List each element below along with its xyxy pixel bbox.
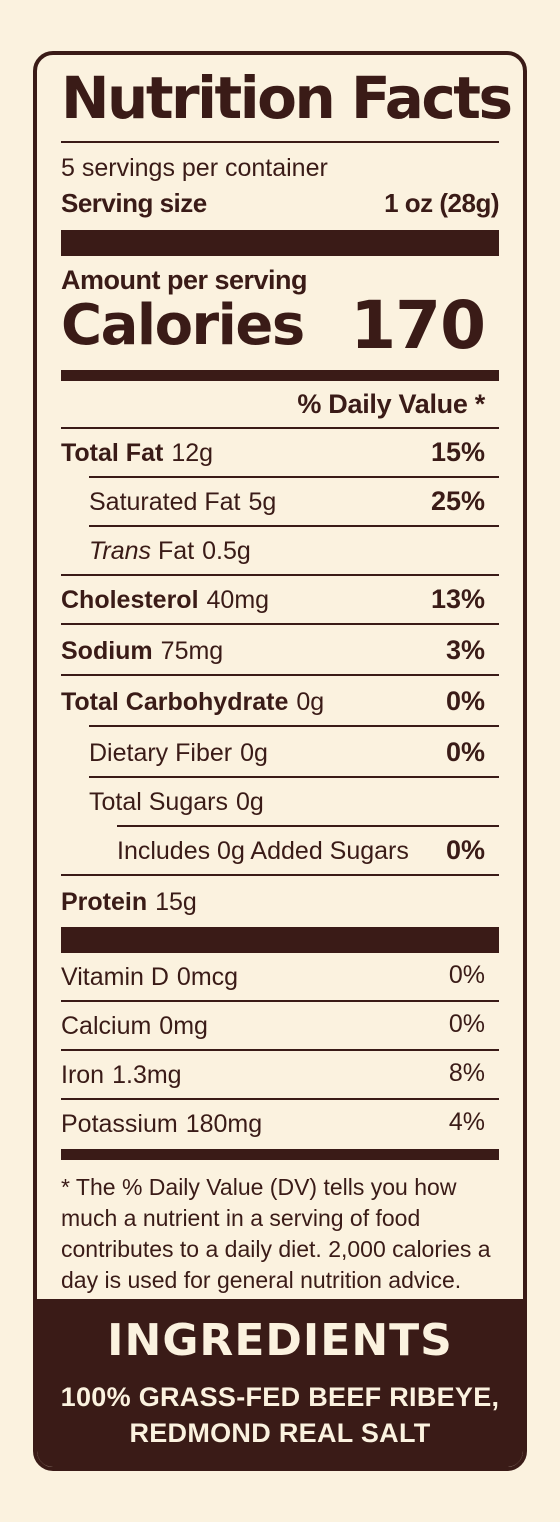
nutrient-row-total-carbohydrate: Total Carbohydrate 0g 0% <box>61 678 499 727</box>
serving-size-value: 1 oz (28g) <box>384 188 499 218</box>
vitamin-name: Calcium <box>61 1012 152 1040</box>
amount-per-serving: Amount per serving <box>61 265 308 295</box>
medium-divider <box>61 1149 499 1160</box>
row-rule <box>61 874 499 876</box>
nutrient-amount: 0g <box>235 788 264 816</box>
nutrient-dv: 3% <box>445 635 485 665</box>
nutrient-row-total-fat: Total Fat 12g 15% <box>61 429 499 478</box>
nutrient-dv: 13% <box>430 584 485 614</box>
calories-label: Calories <box>61 293 305 358</box>
row-rule <box>61 674 499 676</box>
nutrient-name: Dietary Fiber <box>89 739 233 767</box>
nutrient-name: Total Fat <box>61 439 164 467</box>
vitamin-dv: 0% <box>448 1010 485 1038</box>
nutrient-name: Sodium <box>61 637 153 665</box>
nutrient-dv: 25% <box>430 486 485 516</box>
nutrient-amount: 0.5g <box>202 537 251 565</box>
nutrient-name: Protein <box>61 888 148 916</box>
nutrient-name: Cholesterol <box>61 586 199 614</box>
ingredients-panel: INGREDIENTS 100% GRASS-FED BEEF RIBEYE, … <box>37 1299 523 1467</box>
daily-value-header: % Daily Value * <box>297 389 485 419</box>
nutrient-row-total-sugars: Total Sugars 0g <box>61 778 499 827</box>
nutrient-row-protein: Protein 15g <box>61 878 499 927</box>
row-rule <box>89 525 499 527</box>
medium-divider <box>61 370 499 381</box>
nutrient-dv: 0% <box>445 686 485 716</box>
row-rule <box>61 1000 499 1002</box>
nutrient-row-sodium: Sodium 75mg 3% <box>61 627 499 676</box>
nutrient-row-cholesterol: Cholesterol 40mg 13% <box>61 576 499 625</box>
vitamin-amount: 0mcg <box>176 963 239 991</box>
divider <box>61 141 499 143</box>
ingredients-list: 100% GRASS-FED BEEF RIBEYE, REDMOND REAL… <box>37 1379 523 1451</box>
ingredients-line: REDMOND REAL SALT <box>129 1418 431 1448</box>
nutrient-name-italic: Trans <box>89 537 152 565</box>
vitamin-dv: 8% <box>448 1059 485 1087</box>
nutrient-name: Total Carbohydrate <box>61 688 289 716</box>
nutrient-row-saturated-fat: Saturated Fat 5g 25% <box>61 478 499 527</box>
nutrient-amount: 0g <box>296 688 325 716</box>
daily-value-footnote: * The % Daily Value (DV) tells you how m… <box>61 1174 491 1293</box>
nutrient-dv: 0% <box>445 835 485 865</box>
calories-value: 170 <box>350 287 486 364</box>
nutrient-amount: 15g <box>155 888 197 916</box>
nutrient-row-trans-fat: Trans Fat 0.5g <box>61 527 499 576</box>
nutrient-name: Saturated Fat <box>89 488 241 516</box>
serving-size-label: Serving size <box>61 188 207 218</box>
vitamin-amount: 0mg <box>159 1012 208 1040</box>
nutrient-row-added-sugars: Includes 0g Added Sugars 0% <box>61 827 499 876</box>
nutrient-amount: 12g <box>171 439 214 467</box>
nutrient-dv: 15% <box>430 437 485 467</box>
servings-per-container: 5 servings per container <box>61 154 328 182</box>
nutrient-name: Includes 0g Added Sugars <box>117 837 409 865</box>
row-rule <box>61 574 499 576</box>
thick-divider <box>61 927 499 953</box>
vitamin-name: Vitamin D <box>61 963 169 991</box>
row-rule <box>89 776 499 778</box>
vitamin-name: Iron <box>61 1061 105 1089</box>
label-title: Nutrition Facts <box>61 64 513 132</box>
nutrient-amount: 75mg <box>160 637 224 665</box>
ingredients-line: 100% GRASS-FED BEEF RIBEYE, <box>60 1382 500 1412</box>
vitamin-row-calcium: Calcium 0mg 0% <box>61 1002 499 1051</box>
nutrient-amount: 0g <box>240 739 268 767</box>
row-rule <box>61 1098 499 1100</box>
nutrition-label: Nutrition Facts 5 servings per container… <box>33 51 527 1471</box>
row-rule <box>61 1049 499 1051</box>
vitamin-row-vitamin-d: Vitamin D 0mcg 0% <box>61 953 499 1002</box>
row-rule <box>117 825 499 827</box>
divider <box>61 427 499 429</box>
row-rule <box>89 476 499 478</box>
vitamin-name: Potassium <box>61 1110 178 1138</box>
nutrient-name: Fat <box>158 537 195 565</box>
nutrient-row-dietary-fiber: Dietary Fiber 0g 0% <box>61 729 499 778</box>
nutrient-dv: 0% <box>445 737 485 767</box>
vitamin-amount: 180mg <box>185 1110 263 1138</box>
vitamin-dv: 0% <box>448 961 485 989</box>
nutrient-amount: 40mg <box>206 586 270 614</box>
vitamin-amount: 1.3mg <box>112 1061 182 1089</box>
vitamin-row-iron: Iron 1.3mg 8% <box>61 1051 499 1100</box>
nutrient-name: Total Sugars <box>89 788 228 816</box>
nutrient-amount: 5g <box>248 488 277 516</box>
ingredients-title: INGREDIENTS <box>107 1315 453 1366</box>
row-rule <box>89 725 499 727</box>
vitamin-dv: 4% <box>448 1108 485 1136</box>
thick-divider <box>61 230 499 256</box>
row-rule <box>61 623 499 625</box>
vitamin-row-potassium: Potassium 180mg 4% <box>61 1100 499 1149</box>
